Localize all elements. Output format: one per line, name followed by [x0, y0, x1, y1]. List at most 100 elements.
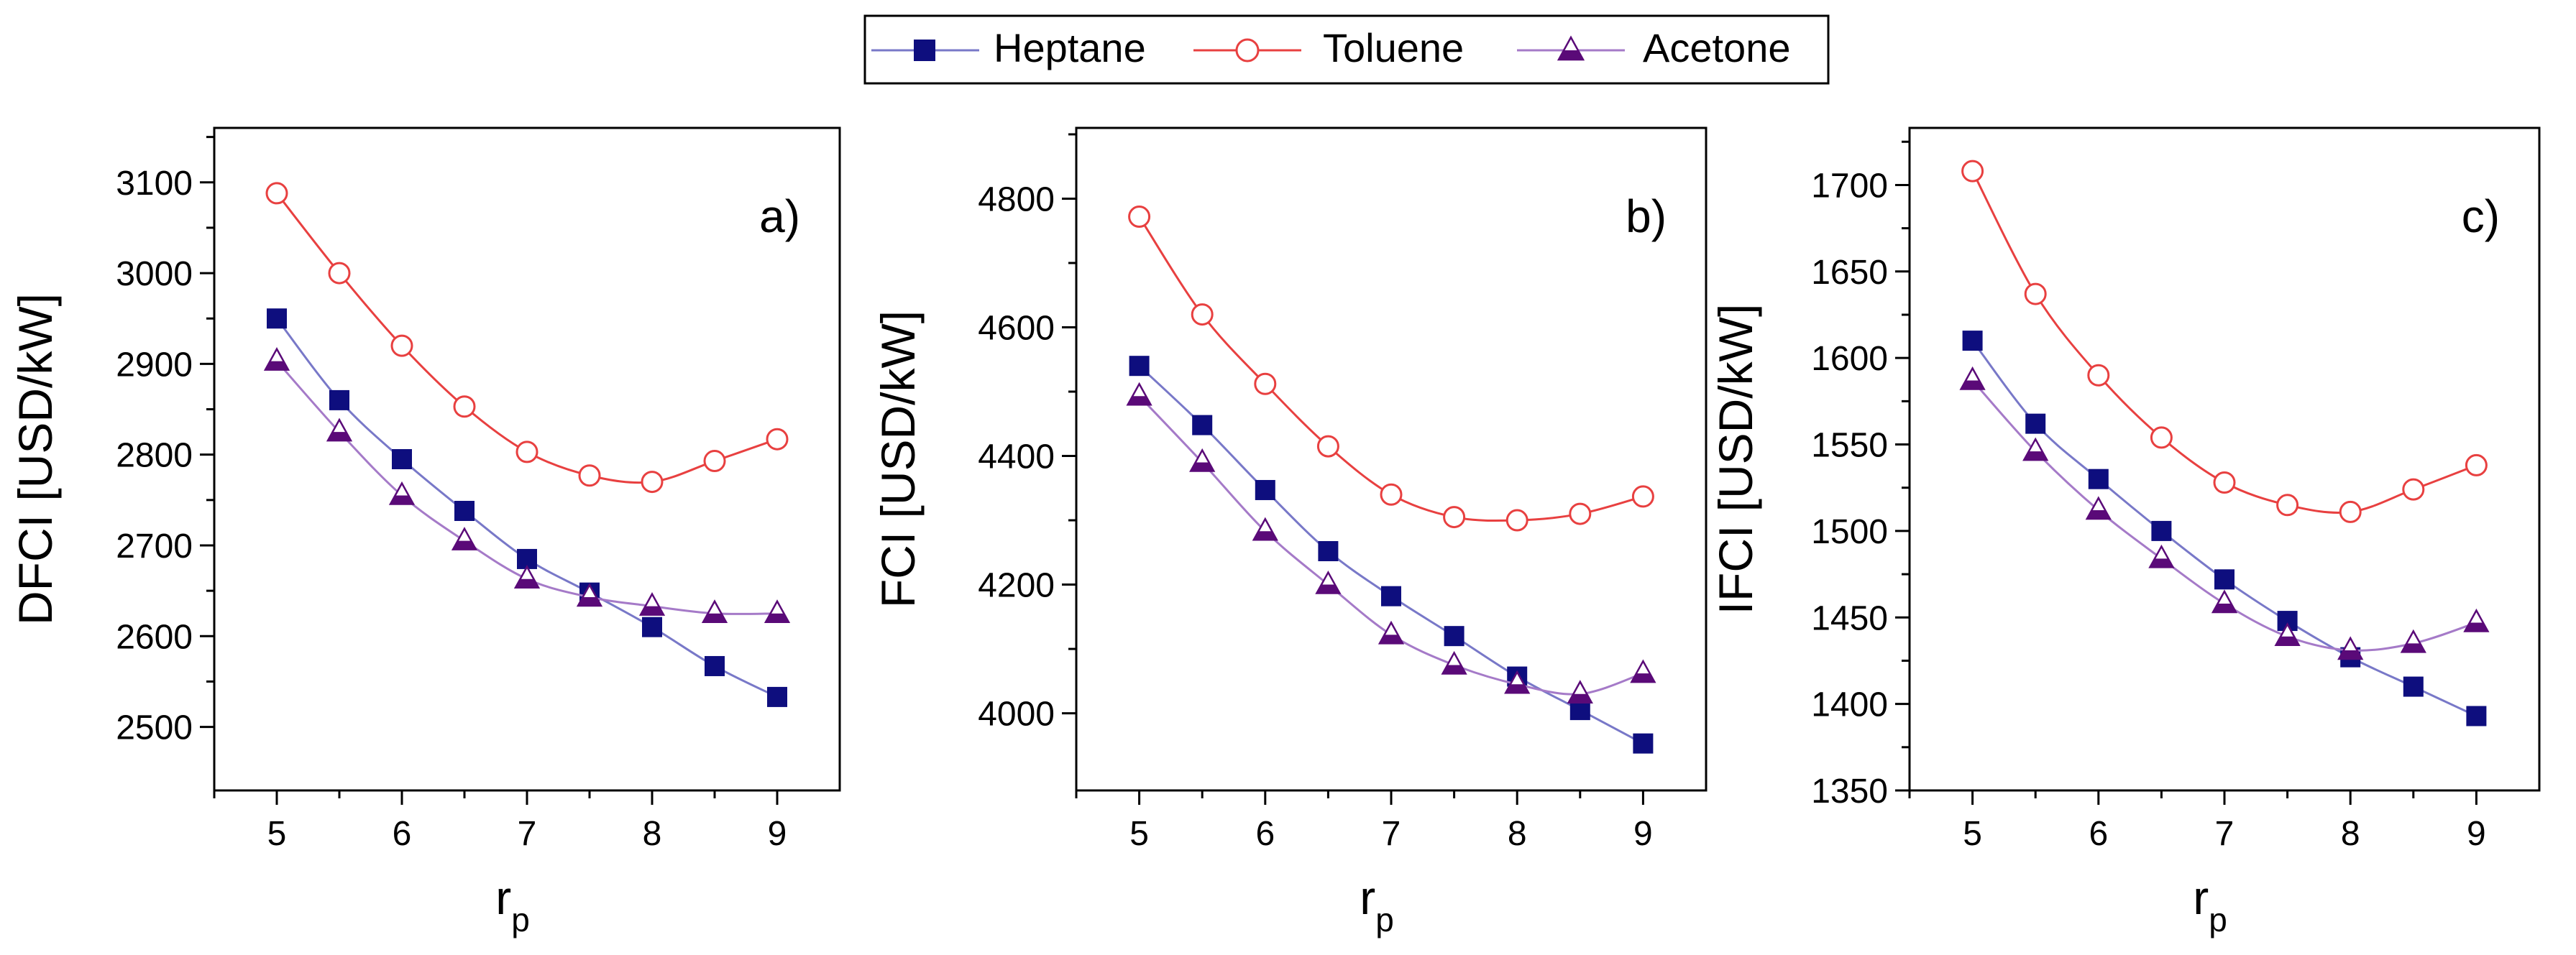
data-point-acetone — [2211, 589, 2238, 614]
legend-item-acetone: Acetone — [1517, 25, 1791, 70]
legend-heptane-marker — [914, 40, 935, 61]
x-tick-label: 7 — [1382, 815, 1401, 853]
data-point-acetone — [326, 417, 353, 442]
y-tick-label: 1500 — [1811, 513, 1888, 551]
data-point-acetone — [513, 565, 541, 589]
y-tick-label: 2600 — [116, 618, 193, 656]
data-point-heptane — [1633, 733, 1654, 754]
data-point-heptane — [2214, 569, 2234, 590]
series-line-toluene — [1138, 216, 1644, 522]
data-point-heptane — [454, 500, 475, 521]
y-tick-label: 1700 — [1811, 167, 1888, 205]
x-tick-label: 6 — [393, 815, 412, 853]
series-heptane — [1129, 356, 1654, 754]
data-point-acetone — [1441, 650, 1467, 675]
series-line-acetone — [275, 360, 778, 615]
x-tick-label: 6 — [1255, 815, 1275, 853]
x-axis-title: rp — [2193, 871, 2227, 938]
x-axis-title-main: r — [495, 871, 511, 924]
data-point-acetone — [1252, 517, 1278, 541]
data-point-acetone — [576, 583, 603, 607]
data-point-heptane — [2025, 413, 2046, 434]
series-toluene — [265, 182, 789, 494]
y-axis: 4000 4200 4400 4600 4800 — [978, 133, 1076, 734]
data-point-toluene — [578, 464, 601, 487]
data-point-heptane — [392, 449, 412, 469]
y-tick-label: 1600 — [1811, 340, 1888, 378]
x-tick-label: 9 — [1633, 815, 1653, 853]
x-axis-title: rp — [1360, 871, 1394, 938]
y-axis-title: IFCI [USD/kW] — [1709, 304, 1762, 615]
data-point-toluene — [1505, 509, 1528, 532]
data-point-toluene — [2465, 453, 2488, 476]
data-point-heptane — [1381, 586, 1401, 606]
data-point-toluene — [2024, 282, 2047, 305]
series-acetone — [1126, 382, 1656, 703]
y-tick-label: 1350 — [1811, 772, 1888, 811]
data-point-acetone — [1504, 670, 1531, 694]
plot-frame — [1908, 126, 2541, 792]
x-tick-label: 8 — [1508, 815, 1527, 853]
data-point-acetone — [263, 347, 290, 371]
data-point-toluene — [265, 182, 288, 205]
legend-acetone-marker — [1557, 35, 1585, 61]
series-line-acetone — [1138, 395, 1644, 696]
series-line-acetone — [1971, 379, 2477, 652]
data-point-toluene — [1316, 435, 1339, 458]
y-tick-label: 4000 — [978, 696, 1055, 734]
data-point-acetone — [1378, 620, 1405, 645]
data-point-heptane — [267, 308, 287, 329]
data-point-toluene — [328, 262, 351, 285]
data-point-acetone — [1567, 680, 1593, 703]
y-tick-label: 4400 — [978, 438, 1055, 476]
legend-item-heptane: Heptane — [871, 25, 1146, 70]
data-point-acetone — [1630, 659, 1656, 683]
y-tick-label: 1650 — [1811, 254, 1888, 292]
chart-panel-b: 5 6 7 8 9 4000 4200 4400 4600 4800 FCI [USD/kW] rp b… — [871, 126, 1708, 938]
data-point-toluene — [766, 428, 789, 451]
data-point-toluene — [390, 334, 413, 357]
legend-heptane-label: Heptane — [994, 25, 1146, 70]
data-point-toluene — [1443, 506, 1466, 529]
x-axis-title: rp — [495, 871, 530, 938]
data-point-toluene — [1380, 483, 1403, 506]
series-line-toluene — [275, 193, 778, 484]
x-tick-label: 5 — [1963, 815, 1982, 853]
data-point-heptane — [1444, 626, 1465, 647]
data-point-toluene — [1569, 502, 1592, 525]
y-axis: 1350 1400 1450 1500 1550 1600 1650 1700 — [1811, 140, 1910, 811]
data-point-toluene — [2150, 426, 2173, 449]
data-point-acetone — [2085, 496, 2112, 520]
x-tick-label: 7 — [518, 815, 537, 853]
data-point-toluene — [453, 395, 476, 418]
x-tick-label: 7 — [2215, 815, 2234, 853]
series-line-heptane — [1138, 365, 1644, 744]
legend-item-toluene: Toluene — [1193, 25, 1464, 70]
x-tick-label: 8 — [2341, 815, 2360, 853]
y-axis: 2500 2600 2700 2800 2900 3000 3100 — [116, 136, 214, 747]
x-axis-title-subscript: p — [511, 901, 530, 938]
y-tick-label: 3100 — [116, 165, 193, 203]
data-point-heptane — [642, 617, 662, 637]
data-point-acetone — [2148, 544, 2175, 568]
data-point-acetone — [2274, 622, 2301, 646]
data-point-acetone — [451, 527, 478, 550]
data-point-toluene — [2339, 500, 2362, 523]
data-point-acetone — [2463, 608, 2490, 632]
series-toluene — [1128, 206, 1654, 532]
data-point-toluene — [2276, 494, 2299, 517]
y-tick-label: 2700 — [116, 527, 193, 566]
data-point-toluene — [2402, 478, 2425, 501]
data-point-acetone — [2022, 437, 2049, 461]
series-line-toluene — [1971, 170, 2477, 514]
panel-label: a) — [759, 190, 800, 242]
data-point-toluene — [515, 440, 538, 463]
data-point-heptane — [1318, 541, 1339, 562]
data-point-acetone — [388, 481, 416, 505]
y-tick-label: 2500 — [116, 709, 193, 747]
x-tick-label: 9 — [2467, 815, 2486, 853]
data-point-acetone — [1189, 448, 1216, 472]
data-point-acetone — [764, 599, 791, 623]
y-axis-title: DFCI [USD/kW] — [9, 293, 62, 625]
legend-toluene-label: Toluene — [1323, 25, 1464, 70]
